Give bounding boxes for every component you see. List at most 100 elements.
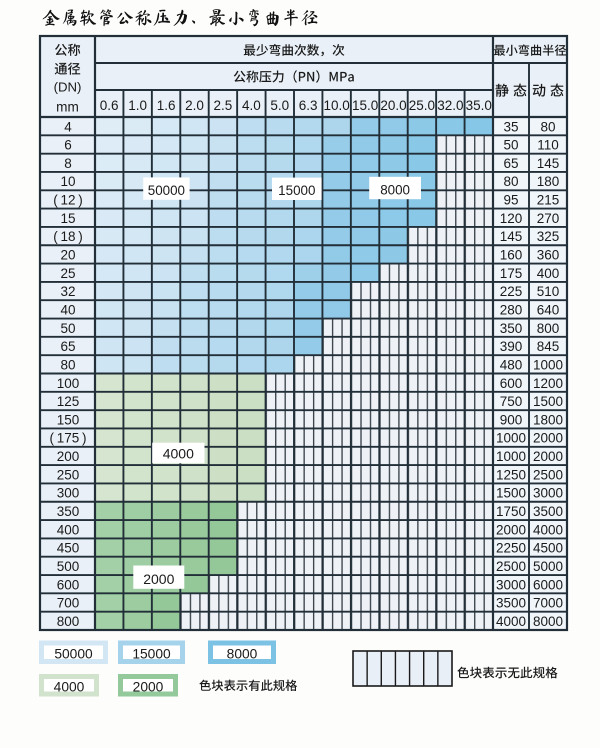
svg-text:1000: 1000 [496, 449, 526, 464]
svg-text:50000: 50000 [148, 183, 185, 198]
svg-text:110: 110 [537, 138, 559, 153]
svg-text:160: 160 [500, 248, 523, 263]
svg-text:400: 400 [537, 266, 560, 281]
svg-text:8000: 8000 [227, 647, 258, 662]
svg-text:65: 65 [503, 156, 518, 171]
svg-text:600: 600 [57, 577, 80, 592]
svg-text:215: 215 [537, 193, 560, 208]
svg-text:( 18 ): ( 18 ) [53, 229, 82, 244]
svg-text:15000: 15000 [132, 647, 171, 662]
svg-text:25: 25 [60, 266, 75, 281]
svg-text:8000: 8000 [533, 614, 563, 629]
svg-text:1.0: 1.0 [128, 98, 147, 113]
svg-text:845: 845 [537, 339, 560, 354]
svg-text:360: 360 [537, 248, 560, 263]
svg-text:3500: 3500 [533, 504, 563, 519]
svg-text:145: 145 [537, 156, 560, 171]
svg-text:4000: 4000 [533, 522, 563, 537]
svg-text:500: 500 [57, 559, 80, 574]
svg-text:125: 125 [57, 394, 80, 409]
svg-text:50: 50 [60, 321, 75, 336]
svg-text:80: 80 [540, 119, 555, 134]
svg-text:900: 900 [500, 412, 523, 427]
svg-text:450: 450 [57, 541, 80, 556]
svg-text:1000: 1000 [533, 357, 563, 372]
svg-text:20.0: 20.0 [380, 98, 406, 113]
svg-text:175: 175 [500, 266, 523, 281]
svg-text:350: 350 [57, 504, 80, 519]
svg-text:15000: 15000 [278, 183, 315, 198]
svg-text:200: 200 [57, 449, 80, 464]
svg-text:510: 510 [537, 284, 560, 299]
svg-text:15.0: 15.0 [352, 98, 378, 113]
svg-text:2000: 2000 [143, 571, 174, 587]
svg-text:2000: 2000 [533, 449, 563, 464]
svg-text:2.0: 2.0 [185, 98, 204, 113]
svg-text:640: 640 [537, 303, 560, 318]
svg-text:( 175 ): ( 175 ) [50, 431, 87, 446]
svg-text:8: 8 [64, 156, 72, 171]
svg-text:2250: 2250 [496, 541, 526, 556]
svg-text:120: 120 [500, 211, 523, 226]
svg-text:8000: 8000 [380, 182, 410, 197]
svg-text:32: 32 [60, 284, 75, 299]
svg-text:95: 95 [503, 193, 518, 208]
svg-text:(DN): (DN) [54, 80, 82, 95]
svg-text:3000: 3000 [496, 577, 526, 592]
svg-text:1250: 1250 [496, 467, 526, 482]
svg-text:3500: 3500 [496, 596, 526, 611]
svg-text:2000: 2000 [133, 680, 164, 695]
svg-text:5.0: 5.0 [270, 98, 289, 113]
svg-text:150: 150 [57, 412, 80, 427]
svg-text:2500: 2500 [496, 559, 526, 574]
svg-text:280: 280 [500, 303, 523, 318]
svg-text:4500: 4500 [533, 541, 563, 556]
svg-text:2.5: 2.5 [214, 98, 233, 113]
svg-text:50000: 50000 [54, 647, 93, 662]
svg-text:6.3: 6.3 [299, 98, 318, 113]
svg-text:2500: 2500 [533, 467, 563, 482]
svg-text:35.0: 35.0 [466, 98, 492, 113]
svg-text:4000: 4000 [496, 614, 526, 629]
svg-text:270: 270 [537, 211, 560, 226]
svg-text:0.6: 0.6 [100, 98, 119, 113]
svg-text:600: 600 [500, 376, 523, 391]
svg-text:2000: 2000 [496, 522, 526, 537]
svg-text:390: 390 [500, 339, 523, 354]
svg-text:6: 6 [64, 138, 72, 153]
svg-text:( 12 ): ( 12 ) [53, 193, 82, 208]
svg-text:350: 350 [500, 321, 523, 336]
svg-text:800: 800 [57, 614, 80, 629]
svg-text:100: 100 [57, 376, 80, 391]
svg-text:35: 35 [503, 119, 518, 134]
svg-text:480: 480 [500, 357, 523, 372]
svg-text:1000: 1000 [496, 431, 526, 446]
svg-text:5000: 5000 [533, 559, 563, 574]
svg-text:50: 50 [503, 138, 518, 153]
svg-text:400: 400 [57, 522, 80, 537]
svg-text:1.6: 1.6 [157, 98, 176, 113]
svg-text:3000: 3000 [533, 486, 563, 501]
svg-text:800: 800 [537, 321, 560, 336]
svg-text:325: 325 [537, 229, 560, 244]
svg-text:1200: 1200 [533, 376, 563, 391]
svg-text:mm: mm [56, 100, 79, 115]
svg-text:6000: 6000 [533, 577, 563, 592]
svg-text:7000: 7000 [533, 596, 563, 611]
svg-text:225: 225 [500, 284, 523, 299]
svg-text:2000: 2000 [533, 431, 563, 446]
svg-text:1500: 1500 [533, 394, 563, 409]
svg-text:80: 80 [503, 174, 518, 189]
svg-text:750: 750 [500, 394, 523, 409]
svg-text:65: 65 [60, 339, 75, 354]
svg-text:4000: 4000 [163, 445, 194, 461]
svg-text:15: 15 [60, 211, 75, 226]
svg-text:1750: 1750 [496, 504, 526, 519]
svg-text:80: 80 [60, 357, 75, 372]
svg-text:4000: 4000 [54, 680, 85, 695]
svg-text:300: 300 [57, 486, 80, 501]
svg-text:20: 20 [60, 248, 75, 263]
svg-text:4.0: 4.0 [242, 98, 261, 113]
svg-text:1800: 1800 [533, 412, 563, 427]
svg-text:40: 40 [60, 303, 75, 318]
